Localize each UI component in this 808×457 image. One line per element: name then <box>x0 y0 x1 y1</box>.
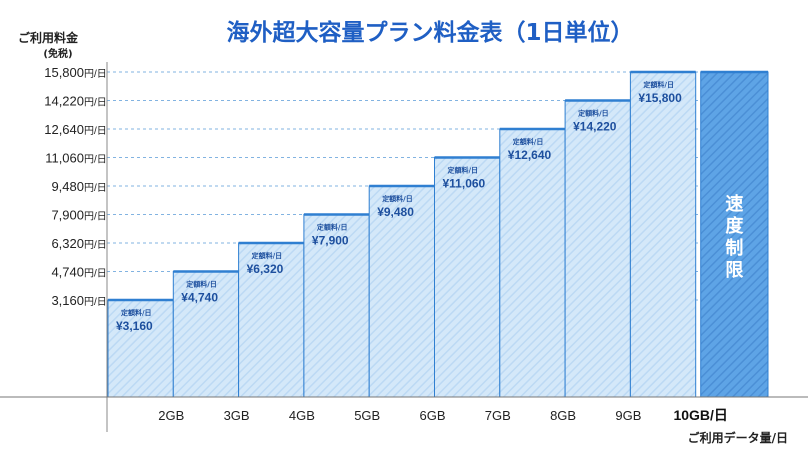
bar-caption: 定額料/日 <box>121 308 152 317</box>
y-tick-unit: 円/日 <box>84 98 107 109</box>
y-tick-unit: 円/日 <box>84 240 107 251</box>
y-tick-label: 4,740 <box>51 265 84 280</box>
y-tick-unit: 円/日 <box>84 183 107 194</box>
x-axis-label: ご利用データ量/日 <box>688 430 788 445</box>
bar <box>238 242 305 398</box>
bar <box>629 71 697 398</box>
y-tick-label: 9,480 <box>51 179 84 194</box>
y-tick-label: 3,160 <box>51 293 84 308</box>
bar-caption: 定額料/日 <box>186 280 217 289</box>
x-tick-label: 5GB <box>354 408 380 423</box>
bar-caption: 定額料/日 <box>382 194 413 203</box>
bar-caption: 定額料/日 <box>317 223 348 232</box>
y-tick-unit: 円/日 <box>84 297 107 308</box>
x-tick-label-final: 10GB/日 <box>673 407 727 423</box>
x-tick-label: 6GB <box>419 408 445 423</box>
bar-value-label: ¥15,800 <box>638 91 682 105</box>
y-tick-unit: 円/日 <box>84 269 107 280</box>
y-tick-label: 15,800 <box>44 65 84 80</box>
bar-caption: 定額料/日 <box>513 137 544 146</box>
bars: 定額料/日 ¥3,160 定額料/日 ¥4,740 定額料/日 ¥6,320 定額料/日 ¥7… <box>107 70 769 398</box>
bar-value-label: ¥4,740 <box>181 291 218 305</box>
bar <box>368 185 436 398</box>
bar <box>172 271 240 398</box>
throttle-block <box>700 71 769 398</box>
x-ticks: 2GB 3GB 4GB 5GB 6GB 7GB 8GB 9GB 10GB/日 <box>158 407 728 423</box>
bar-value-label: ¥7,900 <box>312 234 349 248</box>
bar-value-label: ¥6,320 <box>247 262 284 276</box>
y-tick-label: 11,060 <box>45 151 84 166</box>
y-tick-label: 7,900 <box>51 208 84 223</box>
bar-caption: 定額料/日 <box>252 251 283 260</box>
chart-title: 海外超大容量プラン料金表（1日単位） <box>226 19 633 46</box>
y-tick-label: 12,640 <box>44 122 84 137</box>
x-tick-label: 8GB <box>550 408 576 423</box>
y-axis-label: ご利用料金 <box>18 30 79 45</box>
bar <box>564 100 631 398</box>
x-tick-label: 3GB <box>224 408 250 423</box>
x-tick-label: 7GB <box>485 408 511 423</box>
bar-value-label: ¥11,060 <box>443 177 486 191</box>
throttle-label-char: 度 <box>725 215 744 237</box>
bar <box>499 128 566 398</box>
bar-value-label: ¥12,640 <box>508 148 552 162</box>
bar-value-label: ¥9,480 <box>377 205 414 219</box>
throttle-label-char: 制 <box>725 238 743 259</box>
y-tick-unit: 円/日 <box>84 126 107 137</box>
bar-caption: 定額料/日 <box>448 166 479 175</box>
y-tick-label: 6,320 <box>51 236 84 251</box>
x-tick-label: 9GB <box>615 408 641 423</box>
throttle-label-char: 限 <box>725 260 744 281</box>
throttle-label-char: 速 <box>725 193 743 215</box>
x-tick-label: 2GB <box>158 408 184 423</box>
y-tick-unit: 円/日 <box>84 212 107 223</box>
bar-caption: 定額料/日 <box>643 80 674 89</box>
bar-value-label: ¥14,220 <box>573 120 617 134</box>
x-tick-label: 4GB <box>289 408 315 423</box>
y-tick-label: 14,220 <box>44 94 84 109</box>
bar-caption: 定額料/日 <box>578 109 609 118</box>
bar-value-label: ¥3,160 <box>116 319 153 333</box>
y-ticks: 3,160 円/日4,740 円/日6,320 円/日7,900 円/日9,480 円/日… <box>44 65 107 308</box>
y-tick-unit: 円/日 <box>84 69 107 80</box>
bar <box>434 157 501 398</box>
y-tick-unit: 円/日 <box>84 155 107 166</box>
y-axis-sublabel: (免税) <box>43 47 72 60</box>
